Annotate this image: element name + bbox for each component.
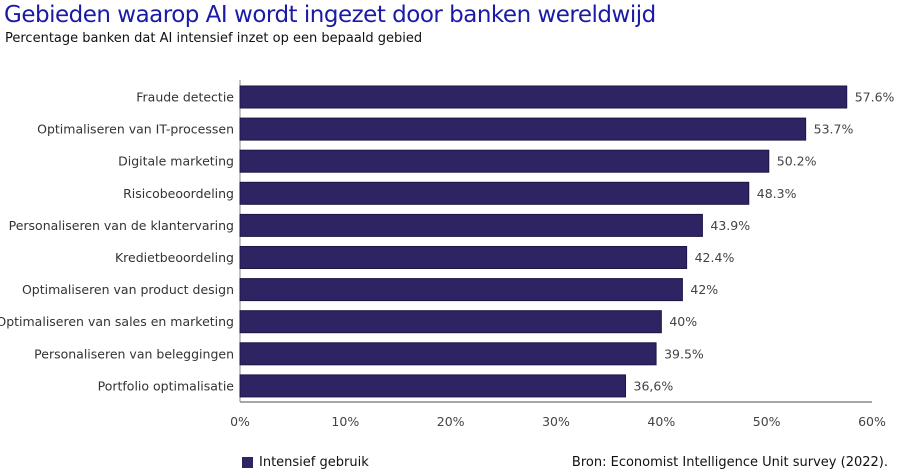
- data-label: 40%: [669, 314, 697, 329]
- data-label: 50.2%: [777, 154, 817, 169]
- bar: [239, 246, 688, 269]
- category-label: Digitale marketing: [118, 154, 234, 169]
- bar: [239, 342, 657, 366]
- bar: [239, 213, 703, 237]
- category-label: Optimaliseren van product design: [22, 282, 234, 297]
- bar: [239, 374, 627, 398]
- x-tick-label: 10%: [331, 414, 359, 429]
- category-label: Optimaliseren van IT-processen: [37, 122, 234, 137]
- source-note: Bron: Economist Intelligence Unit survey…: [571, 455, 888, 470]
- data-label: 42%: [690, 282, 718, 297]
- x-tick-label: 20%: [437, 414, 465, 429]
- category-label: Personaliseren van de klantervaring: [9, 218, 234, 233]
- bar: [239, 310, 662, 334]
- x-tick-label: 30%: [542, 414, 570, 429]
- x-tick-label: 50%: [753, 414, 781, 429]
- data-label: 39.5%: [664, 346, 704, 361]
- chart-subtitle: Percentage banken dat AI intensief inzet…: [5, 31, 423, 46]
- data-label: 53.7%: [814, 122, 854, 137]
- category-label: Fraude detectie: [136, 90, 234, 105]
- data-label: 43.9%: [710, 218, 750, 233]
- x-tick-label: 0%: [230, 414, 250, 429]
- chart-title: Gebieden waarop AI wordt ingezet door ba…: [4, 2, 656, 28]
- data-label: 42.4%: [695, 250, 735, 265]
- category-label: Kredietbeoordeling: [115, 250, 234, 265]
- legend-label: Intensief gebruik: [259, 455, 369, 470]
- category-label: Optimaliseren van sales en marketing: [0, 314, 234, 329]
- bar: [239, 181, 750, 205]
- category-label: Risicobeoordeling: [123, 186, 234, 201]
- data-label: 57.6%: [855, 90, 895, 105]
- legend-swatch: [242, 457, 253, 468]
- data-label: 36,6%: [634, 378, 674, 393]
- category-label: Personaliseren van beleggingen: [34, 346, 234, 361]
- bar: [239, 149, 770, 173]
- legend: Intensief gebruik: [242, 455, 369, 470]
- x-tick-label: 60%: [858, 414, 886, 429]
- category-label: Portfolio optimalisatie: [98, 378, 235, 393]
- x-tick-label: 40%: [647, 414, 675, 429]
- bar: [239, 117, 807, 141]
- data-label: 48.3%: [757, 186, 797, 201]
- bar: [239, 85, 848, 109]
- bar: [239, 278, 683, 302]
